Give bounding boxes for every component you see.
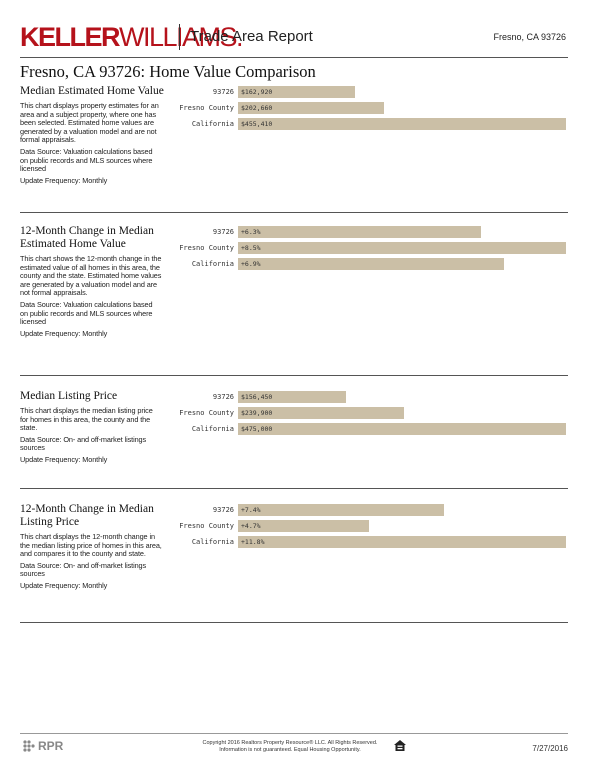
paragraph: Data Source: On- and off-market listings… <box>20 434 147 453</box>
bar <box>238 242 566 254</box>
value-label: +6.9% <box>241 260 261 268</box>
rpr-logo: RPR <box>38 739 64 753</box>
location: Fresno, CA 93726 <box>493 32 566 42</box>
bar <box>238 226 482 238</box>
bar <box>238 258 505 270</box>
paragraph: This chart shows the 12-month change in … <box>20 254 162 298</box>
logo-bold: KELLER <box>20 22 121 52</box>
value-label: $202,660 <box>241 104 273 112</box>
section-rule <box>20 488 568 489</box>
footer-rule <box>20 733 568 734</box>
value-label: $162,920 <box>241 88 273 96</box>
section-title: 12-Month Change in Median Estimated Home… <box>20 225 154 250</box>
category-label: California <box>191 120 234 128</box>
category-label: 93726 <box>212 88 234 96</box>
logo-light: WILLIAMS. <box>119 22 244 52</box>
paragraph: Update Frequency: Monthly <box>20 454 108 464</box>
paragraph: Update Frequency: Monthly <box>20 328 108 338</box>
category-label: California <box>191 425 234 433</box>
bar <box>238 102 384 114</box>
paragraph: This chart displays property estimates f… <box>20 101 159 145</box>
section-text: This chart displays the 12-month change … <box>20 532 162 594</box>
value-label: +11.8% <box>241 538 265 546</box>
bar <box>238 423 566 435</box>
section-text: This chart displays property estimates f… <box>20 101 162 188</box>
logo: KELLERWILLIAMS. <box>20 22 244 52</box>
rpr-icon <box>23 740 35 752</box>
category-label: California <box>191 538 234 546</box>
value-label: $455,410 <box>241 120 273 128</box>
category-label: Fresno County <box>179 522 234 530</box>
bar <box>238 520 369 532</box>
category-label: 93726 <box>212 393 234 401</box>
category-label: California <box>191 260 234 268</box>
section-title: Median Estimated Home Value <box>20 85 164 97</box>
paragraph: Data Source: Valuation calculations base… <box>20 299 153 327</box>
page-title: Fresno, CA 93726: Home Value Comparison <box>20 62 316 81</box>
paragraph: This chart displays the median listing p… <box>20 406 153 433</box>
section-title: 12-Month Change in Median Listing Price <box>20 503 154 528</box>
paragraph: Data Source: Valuation calculations base… <box>20 146 153 174</box>
category-label: 93726 <box>212 506 234 514</box>
section-text: This chart displays the median listing p… <box>20 406 162 468</box>
value-label: +8.5% <box>241 244 261 252</box>
copyright-line: Information is not guaranteed. Equal Hou… <box>219 746 361 753</box>
date: 7/27/2016 <box>532 744 568 753</box>
header-divider <box>179 24 180 50</box>
report-title: Trade Area Report <box>190 28 313 45</box>
category-label: Fresno County <box>179 104 234 112</box>
paragraph: Data Source: On- and off-market listings… <box>20 560 147 579</box>
value-label: $475,000 <box>241 425 273 433</box>
value-label: +6.3% <box>241 228 261 236</box>
paragraph: Update Frequency: Monthly <box>20 175 108 185</box>
category-label: Fresno County <box>179 244 234 252</box>
bar <box>238 118 566 130</box>
equal-housing-icon <box>394 740 406 751</box>
paragraph: Update Frequency: Monthly <box>20 580 108 590</box>
paragraph: This chart displays the 12-month change … <box>20 532 162 559</box>
copyright: Copyright 2016 Realtors Property Resourc… <box>170 740 410 753</box>
bar <box>238 504 444 516</box>
header-rule <box>20 57 568 58</box>
value-label: $239,900 <box>241 409 273 417</box>
section-rule <box>20 212 568 213</box>
bar <box>238 391 347 403</box>
category-label: Fresno County <box>179 409 234 417</box>
copyright-line: Copyright 2016 Realtors Property Resourc… <box>202 740 378 746</box>
section-text: This chart shows the 12-month change in … <box>20 254 162 341</box>
value-label: +4.7% <box>241 522 261 530</box>
section-title: Median Listing Price <box>20 390 118 402</box>
value-label: $156,450 <box>241 393 273 401</box>
section-rule <box>20 622 568 623</box>
bar <box>238 407 404 419</box>
bar <box>238 536 566 548</box>
bar <box>238 86 356 98</box>
value-label: +7.4% <box>241 506 261 514</box>
category-label: 93726 <box>212 228 234 236</box>
section-rule <box>20 375 568 376</box>
